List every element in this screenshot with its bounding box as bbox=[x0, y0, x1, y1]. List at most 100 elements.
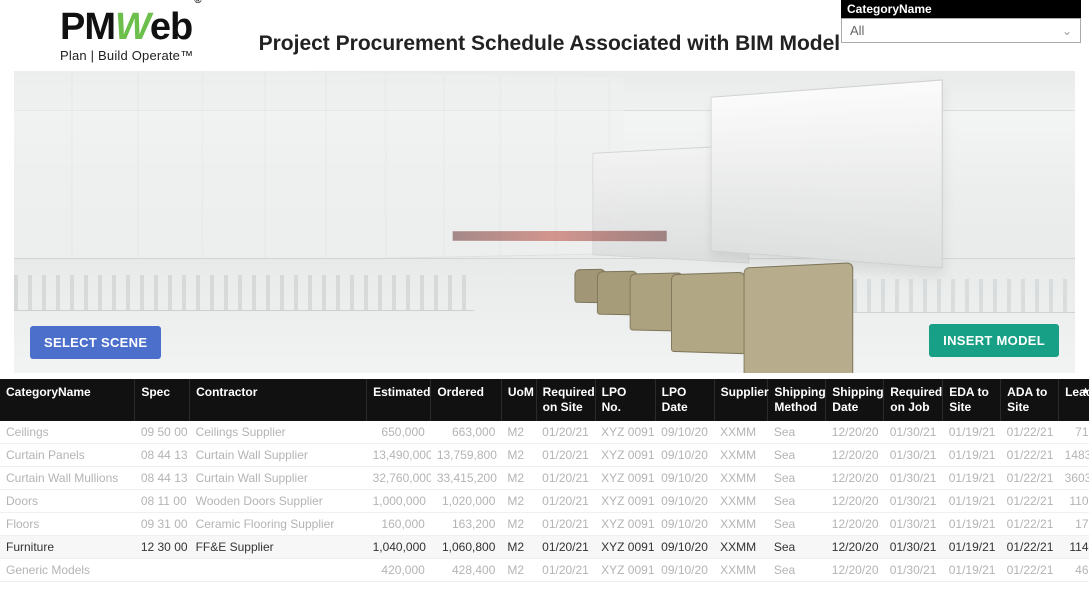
logo-tm: ™ bbox=[180, 48, 193, 63]
cell-spec: 12 30 00 bbox=[135, 536, 190, 559]
col-ordered[interactable]: Ordered bbox=[431, 379, 502, 421]
col-lpo_date[interactable]: LPO Date bbox=[655, 379, 714, 421]
cell-category: Generic Models bbox=[0, 559, 135, 582]
page-title: Project Procurement Schedule Associated … bbox=[259, 32, 841, 56]
cell-estimated: 160,000 bbox=[367, 513, 431, 536]
cell-estimated: 13,490,000 bbox=[367, 444, 431, 467]
cell-ship_method: Sea bbox=[768, 513, 826, 536]
cell-req_job: 01/30/21 bbox=[884, 536, 943, 559]
col-ada[interactable]: ADA to Site bbox=[1001, 379, 1059, 421]
insert-model-button[interactable]: INSERT MODEL bbox=[929, 324, 1059, 357]
cell-supplier: XXMM bbox=[714, 513, 768, 536]
table-row[interactable]: Floors09 31 00Ceramic Flooring Supplier1… bbox=[0, 513, 1089, 536]
cell-spec: 08 11 00 bbox=[135, 490, 190, 513]
filter-area: CategoryName All ⌄ bbox=[841, 0, 1081, 43]
cell-supplier: XXMM bbox=[714, 490, 768, 513]
logo-registered: ® bbox=[194, 0, 200, 6]
cell-ship_method: Sea bbox=[768, 559, 826, 582]
cell-lead: 71 bbox=[1059, 421, 1089, 444]
cell-supplier: XXMM bbox=[714, 559, 768, 582]
col-category[interactable]: CategoryName bbox=[0, 379, 135, 421]
cell-ada: 01/22/21 bbox=[1001, 421, 1059, 444]
cell-lpo_no: XYZ 0091 bbox=[595, 421, 655, 444]
procurement-table-wrap: CategoryNameSpecContractorEstimatedOrder… bbox=[0, 379, 1089, 582]
cell-ordered: 13,759,800 bbox=[431, 444, 502, 467]
filter-category-select[interactable]: All ⌄ bbox=[841, 18, 1081, 43]
cell-req_site: 01/20/21 bbox=[536, 467, 595, 490]
cell-spec: 09 31 00 bbox=[135, 513, 190, 536]
logo-w: W bbox=[115, 8, 150, 46]
scene-chair bbox=[671, 272, 745, 354]
cell-ship_date: 12/20/20 bbox=[826, 490, 884, 513]
col-estimated[interactable]: Estimated bbox=[367, 379, 431, 421]
cell-spec bbox=[135, 559, 190, 582]
cell-ordered: 428,400 bbox=[431, 559, 502, 582]
cell-eda: 01/19/21 bbox=[943, 421, 1001, 444]
cell-eda: 01/19/21 bbox=[943, 467, 1001, 490]
col-req_site[interactable]: Required on Site bbox=[536, 379, 595, 421]
col-spec[interactable]: Spec bbox=[135, 379, 190, 421]
cell-contractor: FF&E Supplier bbox=[190, 536, 367, 559]
col-uom[interactable]: UoM bbox=[501, 379, 536, 421]
cell-category: Curtain Wall Mullions bbox=[0, 467, 135, 490]
col-supplier[interactable]: Supplier bbox=[714, 379, 768, 421]
filter-selected-value: All bbox=[850, 23, 864, 38]
cell-ordered: 1,020,000 bbox=[431, 490, 502, 513]
select-scene-button[interactable]: SELECT SCENE bbox=[30, 326, 161, 359]
cell-category: Ceilings bbox=[0, 421, 135, 444]
cell-ordered: 1,060,800 bbox=[431, 536, 502, 559]
cell-spec: 08 44 13 bbox=[135, 467, 190, 490]
cell-supplier: XXMM bbox=[714, 444, 768, 467]
cell-lpo_no: XYZ 0091 bbox=[595, 559, 655, 582]
scene-rail-left bbox=[14, 275, 474, 311]
cell-ordered: 33,415,200 bbox=[431, 467, 502, 490]
table-body: Ceilings09 50 00Ceilings Supplier650,000… bbox=[0, 421, 1089, 582]
table-row[interactable]: Curtain Wall Mullions08 44 13Curtain Wal… bbox=[0, 467, 1089, 490]
col-ship_method[interactable]: Shipping Method bbox=[768, 379, 826, 421]
cell-lead: 1483 bbox=[1059, 444, 1089, 467]
cell-req_site: 01/20/21 bbox=[536, 513, 595, 536]
table-row[interactable]: Furniture12 30 00FF&E Supplier1,040,0001… bbox=[0, 536, 1089, 559]
cell-req_site: 01/20/21 bbox=[536, 421, 595, 444]
cell-estimated: 420,000 bbox=[367, 559, 431, 582]
cell-eda: 01/19/21 bbox=[943, 513, 1001, 536]
sort-caret-icon: ▴ bbox=[1083, 385, 1088, 398]
table-row[interactable]: Generic Models420,000428,400M201/20/21XY… bbox=[0, 559, 1089, 582]
cell-ship_method: Sea bbox=[768, 467, 826, 490]
cell-lead: 110 bbox=[1059, 490, 1089, 513]
cell-lpo_date: 09/10/20 bbox=[655, 467, 714, 490]
scene-red-stripe bbox=[453, 231, 667, 242]
filter-label: CategoryName bbox=[841, 0, 1081, 18]
cell-eda: 01/19/21 bbox=[943, 559, 1001, 582]
col-ship_date[interactable]: Shipping Date bbox=[826, 379, 884, 421]
cell-estimated: 1,000,000 bbox=[367, 490, 431, 513]
col-contractor[interactable]: Contractor bbox=[190, 379, 367, 421]
table-row[interactable]: Ceilings09 50 00Ceilings Supplier650,000… bbox=[0, 421, 1089, 444]
cell-ship_method: Sea bbox=[768, 421, 826, 444]
logo-tagline: Plan | Build Operate bbox=[60, 48, 180, 63]
bim-viewer[interactable]: SELECT SCENE INSERT MODEL bbox=[14, 71, 1075, 373]
cell-ada: 01/22/21 bbox=[1001, 490, 1059, 513]
cell-estimated: 32,760,000 bbox=[367, 467, 431, 490]
table-header: CategoryNameSpecContractorEstimatedOrder… bbox=[0, 379, 1089, 421]
table-row[interactable]: Doors08 11 00Wooden Doors Supplier1,000,… bbox=[0, 490, 1089, 513]
cell-ada: 01/22/21 bbox=[1001, 444, 1059, 467]
cell-lpo_no: XYZ 0091 bbox=[595, 490, 655, 513]
cell-req_site: 01/20/21 bbox=[536, 559, 595, 582]
cell-eda: 01/19/21 bbox=[943, 536, 1001, 559]
cell-lead: 114 bbox=[1059, 536, 1089, 559]
cell-contractor: Curtain Wall Supplier bbox=[190, 467, 367, 490]
cell-lpo_date: 09/10/20 bbox=[655, 559, 714, 582]
col-eda[interactable]: EDA to Site bbox=[943, 379, 1001, 421]
cell-lead: 17 bbox=[1059, 513, 1089, 536]
chevron-down-icon: ⌄ bbox=[1062, 24, 1072, 38]
table-row[interactable]: Curtain Panels08 44 13Curtain Wall Suppl… bbox=[0, 444, 1089, 467]
cell-supplier: XXMM bbox=[714, 421, 768, 444]
scene-chair bbox=[744, 262, 854, 373]
col-lpo_no[interactable]: LPO No. bbox=[595, 379, 655, 421]
cell-category: Furniture bbox=[0, 536, 135, 559]
cell-lpo_no: XYZ 0091 bbox=[595, 513, 655, 536]
cell-ordered: 663,000 bbox=[431, 421, 502, 444]
col-lead[interactable]: Lead▴ bbox=[1059, 379, 1089, 421]
col-req_job[interactable]: Required on Job bbox=[884, 379, 943, 421]
